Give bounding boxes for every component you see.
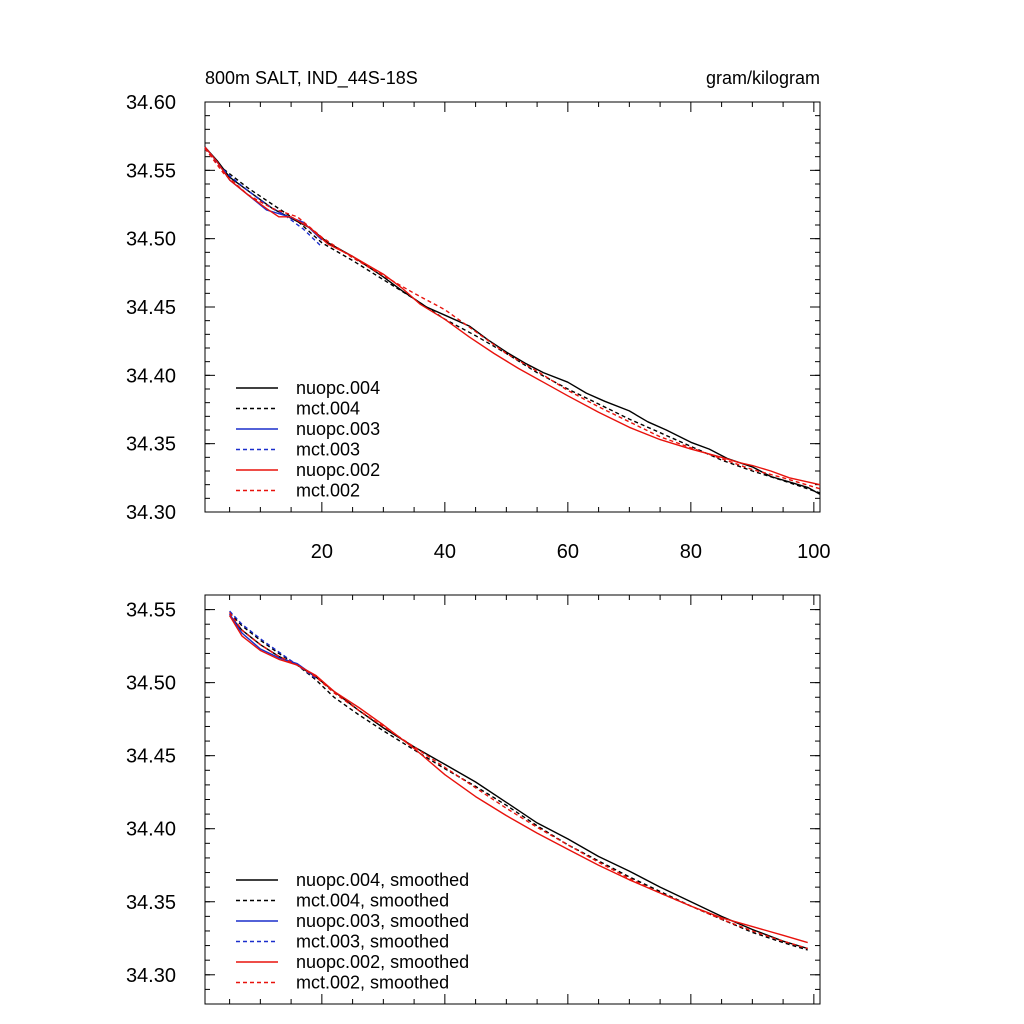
chart-panel-1: 800m SALT, IND_44S-18S gram/kilogram 34.30… (126, 68, 831, 563)
chart-title: 800m SALT, IND_44S-18S (205, 68, 418, 89)
series-line-mct-003-smoothed (229, 610, 317, 679)
legend-label: mct.002 (296, 481, 360, 501)
chart-units: gram/kilogram (706, 68, 820, 88)
y-tick-label: 34.45 (126, 746, 176, 768)
legend-label: mct.002, smoothed (296, 973, 449, 993)
y-tick-label: 34.50 (126, 673, 176, 695)
legend-label: nuopc.003, smoothed (296, 911, 469, 931)
legend-label: nuopc.002 (296, 460, 380, 480)
legend-label: mct.003, smoothed (296, 932, 449, 952)
x-tick-label: 60 (557, 541, 579, 563)
legend-label: mct.003 (296, 440, 360, 460)
legend-label: nuopc.004 (296, 378, 380, 398)
y-tick-label: 34.40 (126, 365, 176, 387)
series-line-nuopc-002 (204, 146, 821, 486)
y-tick-label: 34.35 (126, 434, 176, 456)
legend-label: nuopc.003 (296, 419, 380, 439)
y-tick-label: 34.30 (126, 965, 176, 987)
legend-label: nuopc.002, smoothed (296, 952, 469, 972)
x-tick-label: 40 (434, 541, 456, 563)
legend-label: nuopc.004, smoothed (296, 870, 469, 890)
y-tick-label: 34.40 (126, 819, 176, 841)
y-tick-label: 34.35 (126, 892, 176, 914)
series-line-nuopc-003 (204, 146, 323, 241)
series-line-mct-002-smoothed (229, 612, 808, 950)
legend-label: mct.004 (296, 399, 360, 419)
legend: nuopc.004mct.004nuopc.003mct.003nuopc.00… (236, 378, 380, 501)
y-tick-label: 34.55 (126, 600, 176, 622)
y-tick-label: 34.50 (126, 229, 176, 251)
x-tick-label: 20 (311, 541, 333, 563)
y-tick-label: 34.30 (126, 502, 176, 524)
series-line-nuopc-003-smoothed (229, 613, 317, 678)
x-tick-label: 80 (680, 541, 702, 563)
y-tick-label: 34.55 (126, 160, 176, 182)
y-tick-label: 34.45 (126, 297, 176, 319)
series-line-mct-003 (204, 148, 323, 248)
chart-panel-2: 34.30 34.35 34.40 34.45 34.50 34.55 nuopc.004,… (126, 594, 821, 1005)
legend-label: mct.004, smoothed (296, 891, 449, 911)
y-tick-label: 34.60 (126, 92, 176, 114)
x-tick-label: 100 (797, 541, 830, 563)
